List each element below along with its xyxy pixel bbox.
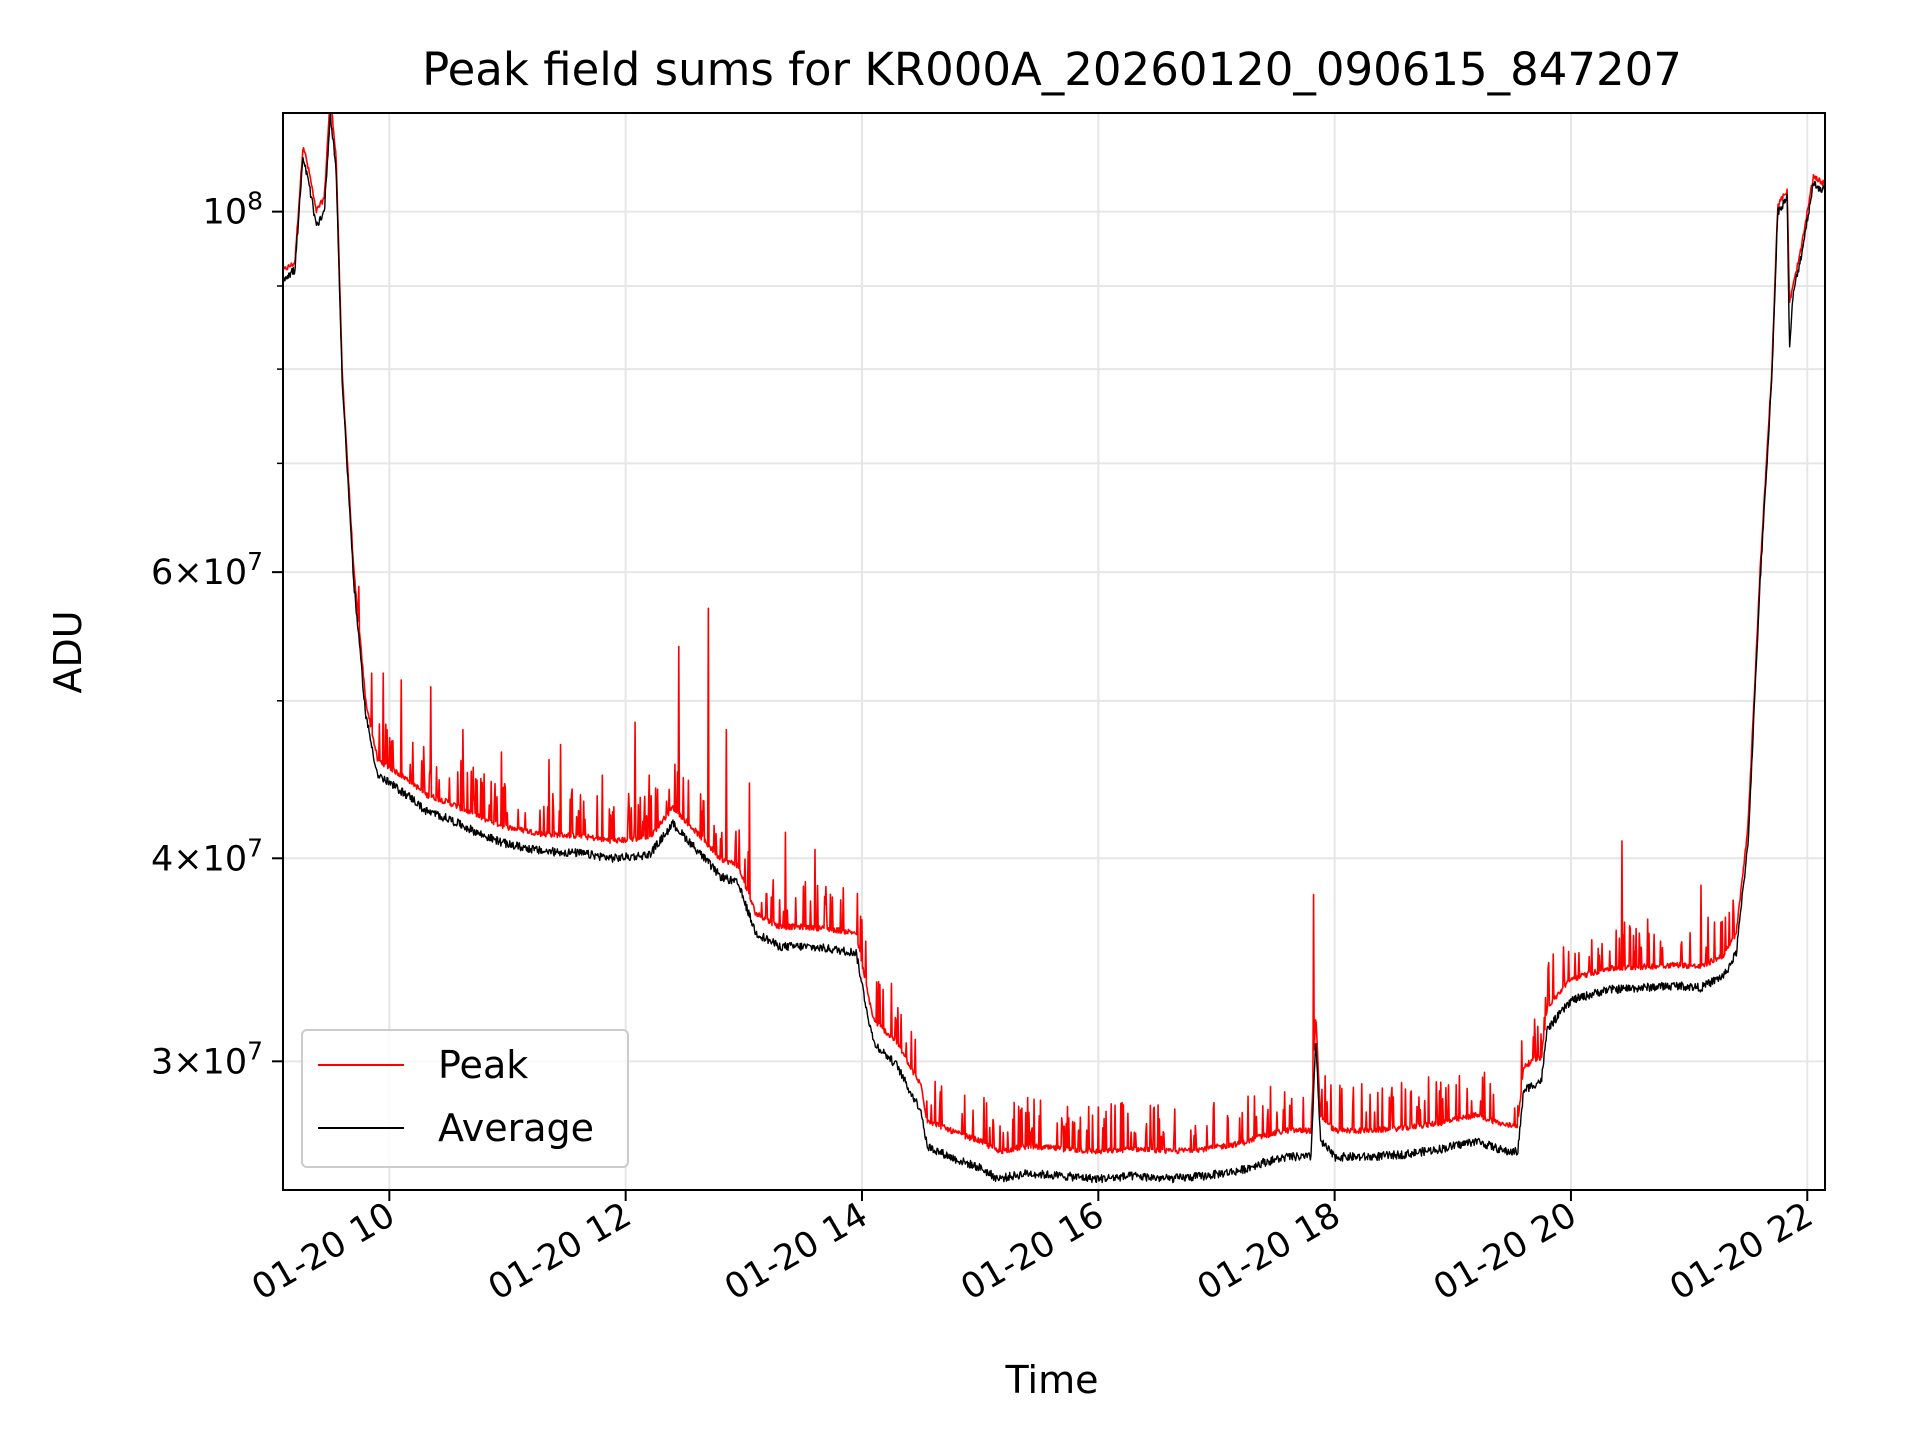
series-layer (282, 112, 1826, 1184)
y-axis-label: ADU (46, 610, 90, 693)
y-tick-label: 4×107 (151, 833, 263, 879)
y-tick-label: 6×107 (151, 547, 263, 593)
legend-label-peak: Peak (438, 1043, 528, 1087)
legend: Peak Average (301, 1029, 629, 1168)
x-axis-label: Time (1005, 1358, 1099, 1402)
series-line-average (282, 113, 1826, 1184)
chart-title: Peak field sums for KR000A_20260120_0906… (422, 43, 1682, 96)
plot-area-frame (282, 112, 1826, 1191)
legend-label-average: Average (438, 1106, 594, 1150)
y-tick-label: 3×107 (151, 1036, 263, 1082)
series-line-peak (282, 112, 1826, 1155)
